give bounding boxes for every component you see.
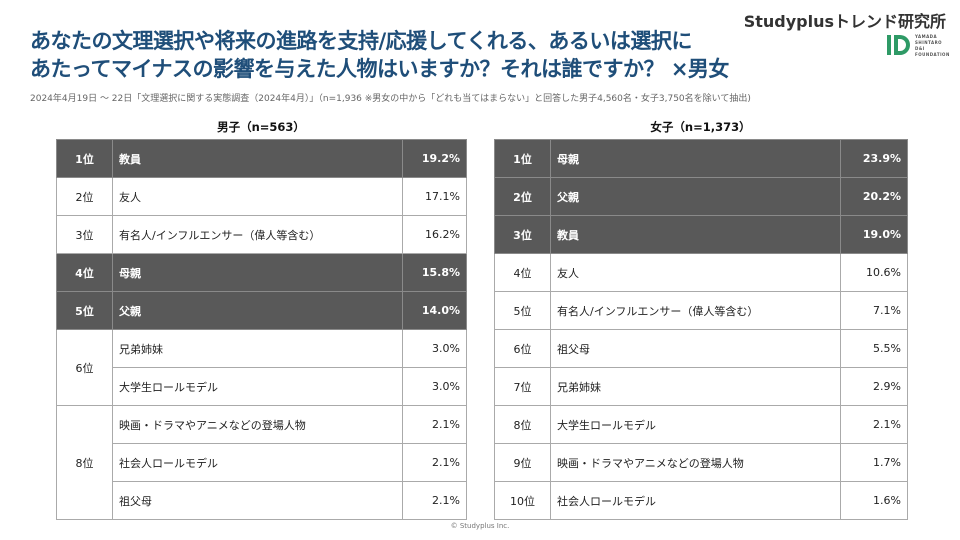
table-row: 1位 母親 23.9% xyxy=(494,139,908,178)
rank-cell: 9位 xyxy=(494,443,551,482)
table-row: 5位 父親 14.0% xyxy=(56,291,467,330)
percentage-cell: 19.0% xyxy=(840,215,908,254)
title-line-2: あたってマイナスの影響を与えた人物はいますか？それは誰ですか？ ×男女 xyxy=(30,57,729,81)
percentage-cell: 20.2% xyxy=(840,177,908,216)
brand-name: Studyplusトレンド研究所 xyxy=(743,12,946,31)
table-row: 9位 映画・ドラマやアニメなどの登場人物 1.7% xyxy=(494,443,908,482)
rank-cell: 7位 xyxy=(494,367,551,406)
percentage-cell: 10.6% xyxy=(840,253,908,292)
rank-cell: 5位 xyxy=(56,291,113,330)
percentage-cell: 2.1% xyxy=(402,405,467,444)
percentage-cell: 17.1% xyxy=(402,177,467,216)
rank-cell: 2位 xyxy=(494,177,551,216)
rank-cell: 3位 xyxy=(56,215,113,254)
person-label-cell: 母親 xyxy=(112,253,403,292)
percentage-cell: 7.1% xyxy=(840,291,908,330)
percentage-cell: 2.1% xyxy=(840,405,908,444)
person-label-cell: 有名人/インフルエンサー（偉人等含む） xyxy=(550,291,841,330)
survey-note: 2024年4月19日 〜 22日「文理選択に関する実態調査（2024年4月）」（… xyxy=(30,94,751,104)
person-label-cell: 友人 xyxy=(550,253,841,292)
table-row: 4位 母親 15.8% xyxy=(56,253,467,292)
percentage-cell: 15.8% xyxy=(402,253,467,292)
table-row: 2位 父親 20.2% xyxy=(494,177,908,216)
person-label-cell: 大学生ロールモデル xyxy=(112,367,403,406)
person-label-cell: 祖父母 xyxy=(550,329,841,368)
person-label-cell: 教員 xyxy=(112,139,403,178)
person-label-cell: 教員 xyxy=(550,215,841,254)
rank-cell: 3位 xyxy=(494,215,551,254)
rank-cell: 8位 xyxy=(56,405,113,520)
table-row: 6位 祖父母 5.5% xyxy=(494,329,908,368)
table-row: 大学生ロールモデル 3.0% xyxy=(57,367,467,406)
table-row: 6位 兄弟姉妹 3.0% xyxy=(56,329,467,406)
rank-cell: 2位 xyxy=(56,177,113,216)
foundation-logo-icon xyxy=(887,35,910,55)
person-label-cell: 社会人ロールモデル xyxy=(550,481,841,520)
female-ranking-table: 1位 母親 23.9% 2位 父親 20.2% 3位 教員 19.0% 4位 友人 10.6% 5位 有名… xyxy=(494,139,908,520)
person-label-cell: 映画・ドラマやアニメなどの登場人物 xyxy=(112,405,403,444)
table-row: 3位 有名人/インフルエンサー（偉人等含む） 16.2% xyxy=(56,215,467,254)
table-row: 1位 教員 19.2% xyxy=(56,139,467,178)
rank-cell: 8位 xyxy=(494,405,551,444)
table-row: 3位 教員 19.0% xyxy=(494,215,908,254)
table-row: 8位 大学生ロールモデル 2.1% xyxy=(494,405,908,444)
percentage-cell: 3.0% xyxy=(402,329,467,368)
foundation-logo-text: YAMADA SHINTARO D&I FOUNDATION xyxy=(915,34,950,57)
rank-cell: 4位 xyxy=(494,253,551,292)
male-ranking-table: 1位 教員 19.2% 2位 友人 17.1% 3位 有名人/インフルエンサー（偉人等含む） 1… xyxy=(56,139,467,520)
person-label-cell: 兄弟姉妹 xyxy=(112,329,403,368)
percentage-cell: 1.7% xyxy=(840,443,908,482)
rank-cell: 10位 xyxy=(494,481,551,520)
percentage-cell: 2.1% xyxy=(402,481,467,520)
table-row: 社会人ロールモデル 2.1% xyxy=(57,443,467,482)
table-row: 2位 友人 17.1% xyxy=(56,177,467,216)
table-row: 祖父母 2.1% xyxy=(57,481,467,520)
rank-cell: 6位 xyxy=(56,329,113,406)
percentage-cell: 2.1% xyxy=(402,443,467,482)
person-label-cell: 母親 xyxy=(550,139,841,178)
percentage-cell: 3.0% xyxy=(402,367,467,406)
percentage-cell: 23.9% xyxy=(840,139,908,178)
person-label-cell: 祖父母 xyxy=(112,481,403,520)
rank-cell: 5位 xyxy=(494,291,551,330)
rank-cell: 1位 xyxy=(56,139,113,178)
table-row: 4位 友人 10.6% xyxy=(494,253,908,292)
person-label-cell: 友人 xyxy=(112,177,403,216)
copyright: © Studyplus Inc. xyxy=(450,522,510,530)
person-label-cell: 兄弟姉妹 xyxy=(550,367,841,406)
table-row: 8位 映画・ドラマやアニメなどの登場人物 2.1% xyxy=(56,405,467,520)
table-row: 10位 社会人ロールモデル 1.6% xyxy=(494,481,908,520)
percentage-cell: 2.9% xyxy=(840,367,908,406)
slide-title: あなたの文理選択や将来の進路を支持/応援してくれる、あるいは選択に あたってマイ… xyxy=(30,27,850,83)
person-label-cell: 父親 xyxy=(550,177,841,216)
rank-cell: 1位 xyxy=(494,139,551,178)
person-label-cell: 映画・ドラマやアニメなどの登場人物 xyxy=(550,443,841,482)
rank-cell: 4位 xyxy=(56,253,113,292)
percentage-cell: 16.2% xyxy=(402,215,467,254)
person-label-cell: 父親 xyxy=(112,291,403,330)
percentage-cell: 14.0% xyxy=(402,291,467,330)
percentage-cell: 5.5% xyxy=(840,329,908,368)
table-row: 7位 兄弟姉妹 2.9% xyxy=(494,367,908,406)
person-label-cell: 有名人/インフルエンサー（偉人等含む） xyxy=(112,215,403,254)
male-table-heading: 男子（n=563） xyxy=(217,120,305,134)
female-table-heading: 女子（n=1,373） xyxy=(650,120,751,134)
table-row: 5位 有名人/インフルエンサー（偉人等含む） 7.1% xyxy=(494,291,908,330)
person-label-cell: 社会人ロールモデル xyxy=(112,443,403,482)
percentage-cell: 1.6% xyxy=(840,481,908,520)
title-line-1: あなたの文理選択や将来の進路を支持/応援してくれる、あるいは選択に xyxy=(30,29,692,53)
person-label-cell: 大学生ロールモデル xyxy=(550,405,841,444)
percentage-cell: 19.2% xyxy=(402,139,467,178)
rank-cell: 6位 xyxy=(494,329,551,368)
